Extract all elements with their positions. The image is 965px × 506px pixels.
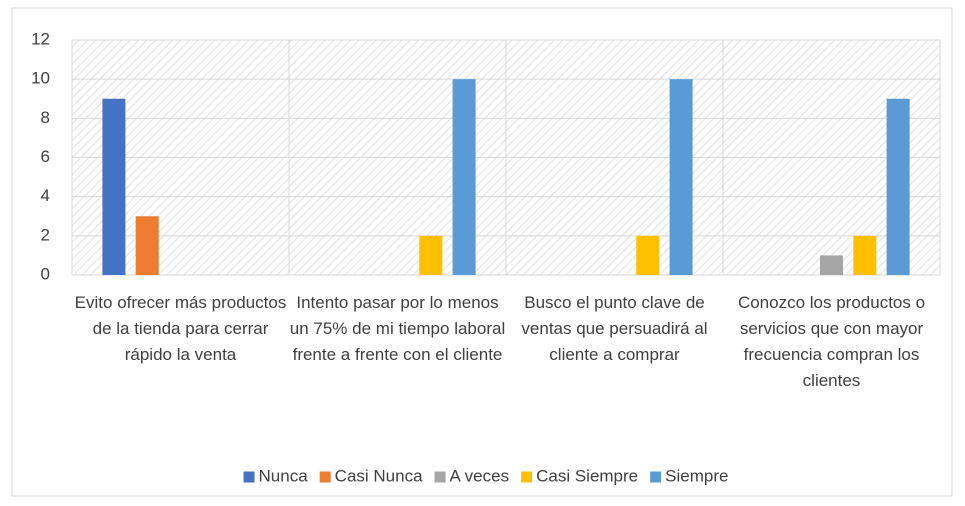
legend-swatch (319, 471, 331, 483)
y-tick-label: 12 (31, 29, 50, 48)
bar (820, 255, 843, 275)
x-tick-label: Busco el punto clave de ventas que persu… (521, 293, 708, 364)
bar (853, 235, 877, 275)
y-tick-label: 4 (41, 186, 50, 205)
y-tick-label: 0 (41, 264, 50, 283)
bar (135, 216, 159, 275)
x-tick-label: Conozco los productos o servicios que co… (737, 293, 926, 390)
y-tick-label: 6 (41, 147, 50, 166)
legend-swatch (243, 471, 255, 483)
legend-label: Casi Siempre (536, 466, 638, 485)
bar (886, 98, 910, 275)
legend-label: Siempre (665, 466, 728, 485)
legend-swatch (434, 471, 446, 483)
bar (419, 235, 443, 275)
bar (452, 79, 476, 276)
bar (669, 79, 693, 276)
legend-label: Nunca (259, 466, 309, 485)
y-tick-label: 2 (41, 225, 50, 244)
bar (102, 98, 126, 275)
y-tick-label: 10 (31, 69, 50, 88)
legend-swatch (521, 471, 533, 483)
chart-border (11, 7, 953, 497)
legend-swatch (650, 471, 662, 483)
legend-label: Casi Nunca (335, 466, 423, 485)
bar (636, 235, 660, 275)
y-tick-label: 8 (41, 108, 50, 127)
x-tick-label: Evito ofrecer más productos de la tienda… (74, 293, 287, 364)
x-tick-label: Intento pasar por lo menos un 75% de mi … (289, 293, 506, 364)
legend-label: A veces (450, 466, 510, 485)
